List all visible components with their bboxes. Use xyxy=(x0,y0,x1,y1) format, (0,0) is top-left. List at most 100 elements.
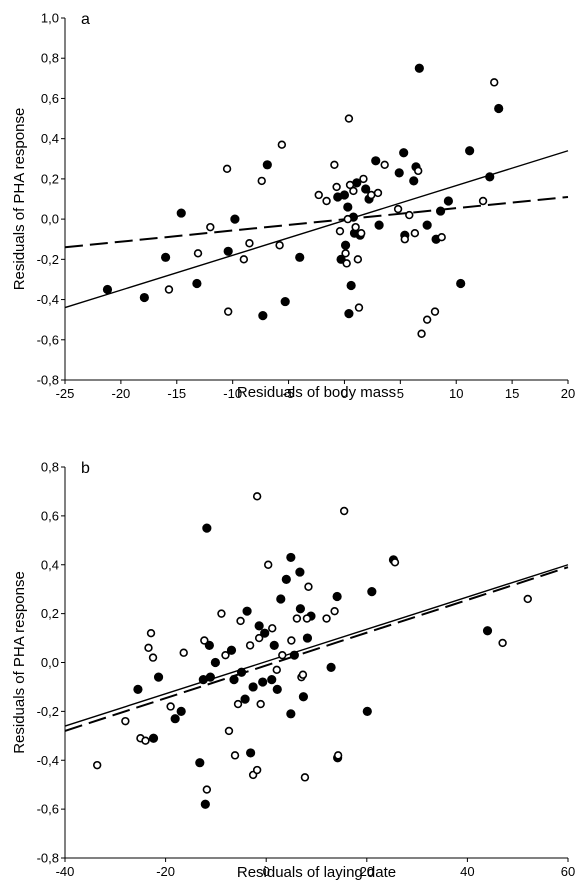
data-point-open xyxy=(400,235,410,244)
data-point-filled xyxy=(394,168,404,178)
data-point-filled xyxy=(298,692,309,702)
data-point-open xyxy=(257,176,266,186)
data-point-filled xyxy=(362,706,372,716)
data-point-open xyxy=(390,558,400,567)
data-point-filled xyxy=(258,311,268,321)
data-point-filled xyxy=(254,621,264,631)
data-point-open xyxy=(330,160,339,170)
data-point-open xyxy=(146,628,156,638)
data-point-filled xyxy=(262,160,272,170)
y-axis-label: Residuals of PHA response xyxy=(11,571,28,754)
data-point-filled xyxy=(286,709,296,719)
data-point-open xyxy=(498,638,507,648)
x-tick-label: 20 xyxy=(360,864,374,879)
data-point-filled xyxy=(435,206,446,216)
data-point-open xyxy=(144,643,153,653)
regression-line-solid xyxy=(64,564,569,727)
data-point-filled xyxy=(161,252,171,262)
data-point-open xyxy=(287,636,296,645)
data-point-open xyxy=(166,702,175,711)
data-point-open xyxy=(414,166,423,176)
data-point-filled xyxy=(456,278,466,289)
chart-panel-a: -0,8 -0,6 -0,4 -0,2 0,0 0,2 0,4 0,6 0,8 1,0 -25 -20… xyxy=(11,11,575,402)
x-tick-label: -40 xyxy=(56,864,75,879)
data-point-open xyxy=(302,614,312,623)
y-tick-label: -0,4 xyxy=(37,753,59,768)
data-point-filled xyxy=(465,146,475,156)
data-point-filled xyxy=(340,240,351,250)
data-point-filled xyxy=(281,574,291,585)
data-point-open xyxy=(148,653,158,662)
data-point-filled xyxy=(139,292,149,303)
data-point-open xyxy=(221,650,230,660)
data-point-open xyxy=(490,78,499,87)
data-point-open xyxy=(252,765,262,775)
data-point-filled xyxy=(192,278,202,289)
data-point-filled xyxy=(326,662,336,672)
x-axis-label: Residuals of body mass xyxy=(237,384,396,401)
regression-line-dashed xyxy=(64,195,569,249)
data-point-filled xyxy=(339,190,350,200)
data-point-open xyxy=(254,633,264,643)
regression-line-solid xyxy=(64,150,569,309)
data-point-open xyxy=(252,492,262,501)
data-point-open xyxy=(245,641,255,650)
data-point-filled xyxy=(494,103,504,114)
data-point-filled xyxy=(272,684,282,694)
y-tick-label: -0,4 xyxy=(37,292,59,307)
data-point-filled xyxy=(246,748,256,758)
data-point-filled xyxy=(267,675,277,685)
data-point-open xyxy=(314,190,323,200)
data-point-filled xyxy=(200,799,210,809)
data-point-filled xyxy=(176,208,186,218)
data-point-filled xyxy=(332,591,342,602)
data-point-filled xyxy=(176,706,186,716)
data-point-open xyxy=(332,182,341,192)
x-tick-label: 15 xyxy=(505,386,519,401)
data-point-open xyxy=(193,249,203,258)
data-point-open xyxy=(351,222,360,232)
y-tick-label: 0,0 xyxy=(41,655,59,670)
data-point-open xyxy=(256,699,265,709)
data-point-filled xyxy=(240,694,250,704)
data-point-open xyxy=(342,259,351,268)
data-point-filled xyxy=(286,552,296,563)
data-point-open xyxy=(333,751,343,760)
y-tick-label: 1,0 xyxy=(41,11,59,26)
data-point-open xyxy=(222,164,232,174)
data-point-open xyxy=(373,188,383,198)
data-point-filled xyxy=(230,214,240,224)
data-point-filled xyxy=(269,640,279,650)
y-tick-label: -0,6 xyxy=(37,332,59,347)
data-point-filled xyxy=(280,296,290,307)
data-point-open xyxy=(264,560,273,569)
data-point-open xyxy=(277,140,287,149)
data-point-open xyxy=(300,773,310,782)
data-point-open xyxy=(292,614,302,623)
x-tick-label: 0 xyxy=(263,864,270,879)
data-point-open xyxy=(121,716,130,726)
y-axis-label: Residuals of PHA response xyxy=(11,108,28,291)
data-point-open xyxy=(298,670,308,679)
data-point-open xyxy=(236,616,245,626)
data-point-filled xyxy=(226,645,237,655)
data-point-open xyxy=(339,506,349,516)
data-point-filled xyxy=(422,220,432,230)
y-tick-label: -0,2 xyxy=(37,252,59,267)
x-tick-label: 10 xyxy=(449,386,463,401)
data-point-open xyxy=(344,114,354,123)
y-tick-label: -0,8 xyxy=(37,373,59,388)
data-point-open xyxy=(478,196,488,206)
data-point-filled xyxy=(482,626,493,636)
data-point-filled xyxy=(295,252,305,262)
y-tick-label: 0,4 xyxy=(41,131,59,146)
data-point-open xyxy=(275,241,284,250)
x-axis-label: Residuals of laying date xyxy=(237,864,396,881)
data-point-filled xyxy=(102,284,113,295)
data-point-open xyxy=(335,226,345,236)
data-point-open xyxy=(422,315,432,324)
y-tick-label: 0,8 xyxy=(41,460,59,475)
data-point-filled xyxy=(343,202,353,212)
data-point-open xyxy=(367,190,376,200)
